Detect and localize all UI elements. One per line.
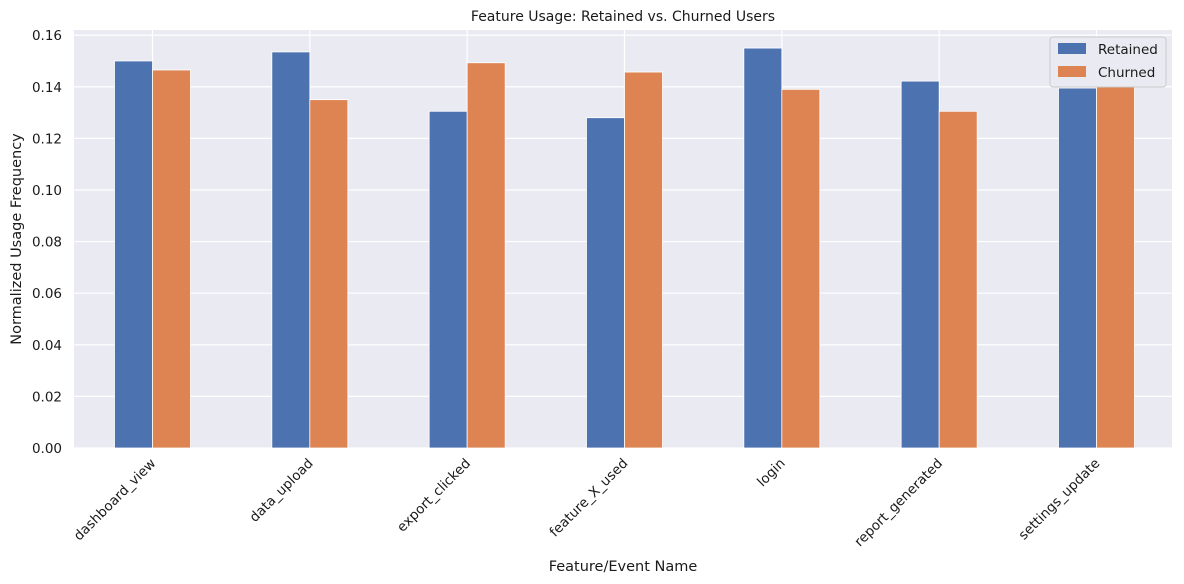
bar-churned-export_clicked [466, 62, 506, 449]
bar-churned-login [781, 88, 821, 449]
y-tick-label: 0.06 [32, 286, 62, 302]
bar-retained-report_generated [900, 80, 940, 449]
x-tick-label: export_clicked [394, 456, 474, 536]
bar-retained-dashboard_view [114, 60, 153, 449]
legend-swatch-retained [1058, 43, 1086, 54]
y-tick-label: 0.16 [32, 28, 62, 44]
y-tick-label: 0.08 [32, 235, 62, 251]
bar-churned-report_generated [938, 110, 978, 449]
bar-churned-settings_update [1096, 54, 1135, 449]
bar-retained-export_clicked [428, 110, 468, 449]
y-tick-label: 0.04 [32, 338, 62, 354]
legend-label-churned: Churned [1098, 65, 1155, 81]
bar-retained-settings_update [1058, 87, 1097, 449]
x-tick-label: login [754, 456, 789, 491]
y-ticks: 0.00 0.02 0.04 0.06 0.08 0.10 0.12 0.14 0.16 [32, 28, 62, 457]
x-ticks: dashboard_view data_upload export_clicked f… [71, 456, 1104, 551]
y-tick-label: 0.00 [32, 441, 62, 457]
x-tick-label: report_generated [851, 456, 946, 551]
bar-churned-dashboard_view [152, 69, 191, 449]
y-tick-label: 0.14 [32, 80, 62, 96]
bars [114, 47, 1135, 449]
chart-title: Feature Usage: Retained vs. Churned User… [471, 9, 775, 25]
bar-retained-feature_X_used [586, 117, 625, 449]
legend-swatch-churned [1058, 66, 1086, 77]
y-tick-label: 0.12 [32, 131, 62, 147]
legend-label-retained: Retained [1098, 42, 1158, 58]
x-tick-label: feature_X_used [547, 456, 632, 541]
bar-churned-data_upload [309, 99, 349, 449]
bar-retained-data_upload [271, 51, 311, 449]
legend: Retained Churned [1049, 36, 1167, 88]
y-axis-label: Normalized Usage Frequency [9, 133, 25, 345]
x-tick-label: data_upload [247, 456, 317, 526]
y-tick-label: 0.02 [32, 389, 62, 405]
bar-churned-feature_X_used [624, 71, 663, 449]
x-tick-label: settings_update [1016, 456, 1104, 544]
y-tick-label: 0.10 [32, 183, 62, 199]
x-tick-label: dashboard_view [71, 456, 160, 545]
x-axis-label: Feature/Event Name [549, 559, 698, 575]
bar-retained-login [743, 47, 783, 449]
